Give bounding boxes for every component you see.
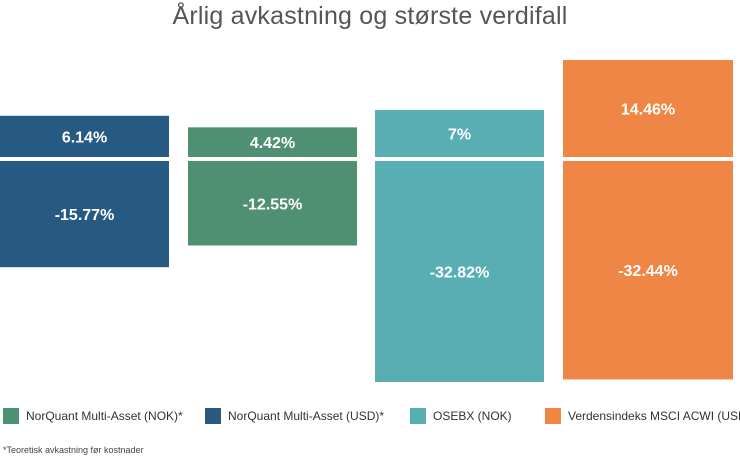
bar-drawdown-norquant-multi-asset-nok: [188, 161, 357, 246]
data-label-return-verdensindeks-msci-acwi-usd: 14.46%: [621, 102, 675, 119]
legend-swatch-norquant-nok: [3, 408, 19, 424]
legend-item-norquant-usd: NorQuant Multi-Asset (USD)*: [205, 408, 384, 424]
legend-label-msci-acwi: Verdensindeks MSCI ACWI (USD): [568, 409, 740, 423]
legend-swatch-osebx: [410, 408, 426, 424]
legend-item-norquant-nok: NorQuant Multi-Asset (NOK)*: [3, 408, 183, 424]
bar-return-verdensindeks-msci-acwi-usd: [563, 60, 733, 157]
legend-swatch-norquant-usd: [205, 408, 221, 424]
chart-legend: NorQuant Multi-Asset (NOK)* NorQuant Mul…: [0, 408, 740, 428]
legend-swatch-msci-acwi: [545, 408, 561, 424]
legend-item-msci-acwi: Verdensindeks MSCI ACWI (USD): [545, 408, 740, 424]
bar-drawdown-osebx-nok: [375, 161, 544, 382]
data-label-drawdown-verdensindeks-msci-acwi-usd: -32.44%: [618, 263, 678, 280]
bar-drawdown-norquant-multi-asset-usd: [0, 161, 169, 268]
bar-chart: 6.14% -15.77% 4.42% -12.55% 7% -32.82% 14.46% -…: [0, 60, 733, 382]
data-label-return-osebx-nok: 7%: [448, 127, 471, 144]
bar-return-norquant-multi-asset-nok: [188, 127, 357, 157]
legend-item-osebx: OSEBX (NOK): [410, 408, 512, 424]
legend-label-norquant-usd: NorQuant Multi-Asset (USD)*: [228, 409, 385, 423]
data-label-drawdown-norquant-multi-asset-usd: -15.77%: [55, 207, 115, 224]
legend-label-norquant-nok: NorQuant Multi-Asset (NOK)*: [26, 409, 183, 423]
data-label-return-norquant-multi-asset-nok: 4.42%: [250, 135, 295, 152]
legend-label-osebx: OSEBX (NOK): [433, 409, 512, 423]
data-label-return-norquant-multi-asset-usd: 6.14%: [62, 129, 107, 146]
data-label-drawdown-osebx-nok: -32.82%: [430, 265, 490, 282]
footnote: *Teoretisk avkastning før kostnader: [3, 445, 144, 455]
bar-return-osebx-nok: [375, 110, 544, 157]
bar-drawdown-verdensindeks-msci-acwi-usd: [563, 161, 733, 380]
bar-return-norquant-multi-asset-usd: [0, 115, 169, 157]
chart-title: Årlig avkastning og største verdifall: [172, 2, 568, 30]
data-label-drawdown-norquant-multi-asset-nok: -12.55%: [243, 196, 303, 213]
